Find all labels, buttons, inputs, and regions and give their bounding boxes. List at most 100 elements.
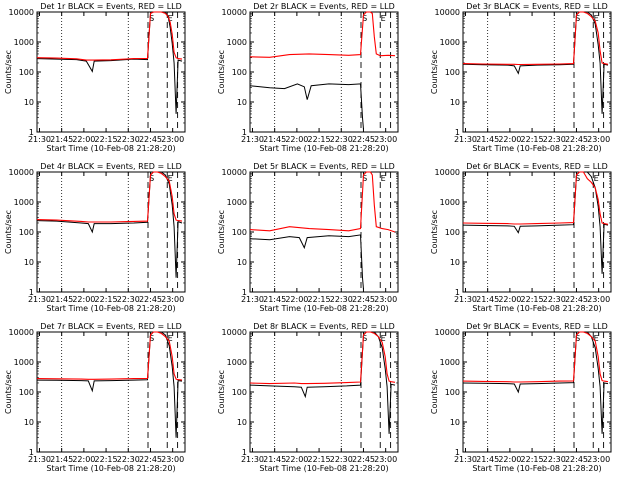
- detector-panel-6: Det 6r BLACK = Events, RED = LLD 1 10 100 10…: [430, 162, 612, 313]
- x-tick-label: 22:30: [117, 135, 140, 144]
- x-tick-label: 21:45: [476, 295, 499, 304]
- x-axis-label: Start Time (10-Feb-08 21:28:20): [259, 144, 388, 153]
- plot-frame: [462, 331, 612, 453]
- x-tick-label: 21:30: [28, 455, 51, 464]
- x-tick-label: 22:15: [95, 295, 118, 304]
- x-tick-label: 21:45: [263, 455, 286, 464]
- panel-title: Det 5r BLACK = Events, RED = LLD: [253, 162, 395, 171]
- start-marker: S: [149, 174, 154, 183]
- y-axis-label: Counts/sec: [217, 210, 226, 254]
- y-tick-label: 1: [455, 448, 460, 457]
- y-tick-label: 100: [445, 228, 460, 237]
- y-tick-label: 1: [455, 128, 460, 137]
- end-marker: E: [594, 174, 599, 183]
- events-series-line: [36, 331, 183, 438]
- y-tick-label: 10: [24, 418, 34, 427]
- x-tick-label: 23:00: [161, 295, 184, 304]
- y-tick-label: 10000: [435, 168, 460, 177]
- y-axis-label: Counts/sec: [430, 370, 439, 414]
- x-tick-label: 22:45: [139, 135, 162, 144]
- x-tick-label: 21:30: [454, 295, 477, 304]
- y-tick-label: 1: [29, 288, 34, 297]
- y-axis-label: Counts/sec: [4, 370, 13, 414]
- end-marker: E: [594, 334, 599, 343]
- lld-series-line: [462, 11, 609, 66]
- x-tick-label: 22:30: [543, 295, 566, 304]
- x-tick-label: 21:45: [50, 295, 73, 304]
- detector-panel-4: Det 4r BLACK = Events, RED = LLD 1 10 100 10…: [4, 162, 186, 313]
- y-tick-label: 1000: [227, 38, 247, 47]
- y-tick-label: 1000: [440, 38, 460, 47]
- y-tick-label: 10: [450, 418, 460, 427]
- start-marker: S: [575, 334, 580, 343]
- plot-frame: [462, 11, 612, 133]
- x-axis-label: Start Time (10-Feb-08 21:28:20): [46, 464, 175, 473]
- y-tick-label: 100: [19, 388, 34, 397]
- x-axis-label: Start Time (10-Feb-08 21:28:20): [472, 144, 601, 153]
- y-tick-label: 1: [455, 288, 460, 297]
- detector-panel-7: Det 7r BLACK = Events, RED = LLD 1 10 100 10…: [4, 322, 186, 473]
- y-tick-label: 100: [445, 388, 460, 397]
- end-marker: E: [381, 174, 386, 183]
- y-tick-label: 10000: [9, 328, 34, 337]
- panel-title: Det 2r BLACK = Events, RED = LLD: [253, 2, 395, 11]
- x-axis-label: Start Time (10-Feb-08 21:28:20): [259, 464, 388, 473]
- x-tick-label: 21:30: [454, 135, 477, 144]
- start-marker: S: [149, 334, 154, 343]
- panel-title: Det 4r BLACK = Events, RED = LLD: [40, 162, 182, 171]
- x-tick-label: 22:45: [139, 455, 162, 464]
- panel-title: Det 6r BLACK = Events, RED = LLD: [466, 162, 608, 171]
- x-tick-label: 23:00: [374, 295, 397, 304]
- x-tick-label: 22:30: [117, 295, 140, 304]
- x-tick-label: 22:00: [285, 295, 308, 304]
- end-marker: E: [168, 14, 173, 23]
- plot-frame: [36, 11, 186, 133]
- x-tick-label: 21:30: [28, 135, 51, 144]
- y-tick-label: 10: [237, 98, 247, 107]
- x-tick-label: 22:30: [543, 455, 566, 464]
- lld-series-line: [249, 11, 396, 58]
- x-tick-label: 21:45: [50, 455, 73, 464]
- x-tick-label: 21:45: [50, 135, 73, 144]
- y-tick-label: 1000: [227, 198, 247, 207]
- y-tick-label: 1: [242, 128, 247, 137]
- x-tick-label: 22:30: [117, 455, 140, 464]
- x-tick-label: 22:45: [565, 135, 588, 144]
- x-tick-label: 21:30: [241, 455, 264, 464]
- panel-title: Det 1r BLACK = Events, RED = LLD: [40, 2, 182, 11]
- x-tick-label: 21:30: [28, 295, 51, 304]
- x-tick-label: 22:00: [72, 295, 95, 304]
- detector-panel-9: Det 9r BLACK = Events, RED = LLD 1 10 100 10…: [430, 322, 612, 473]
- events-series-line: [36, 11, 183, 114]
- y-axis-label: Counts/sec: [4, 50, 13, 94]
- y-tick-label: 10000: [222, 8, 247, 17]
- end-marker: E: [381, 334, 386, 343]
- x-tick-label: 22:15: [521, 135, 544, 144]
- x-tick-label: 22:15: [95, 135, 118, 144]
- x-tick-label: 23:00: [161, 455, 184, 464]
- x-tick-label: 21:45: [476, 135, 499, 144]
- x-axis-label: Start Time (10-Feb-08 21:28:20): [46, 144, 175, 153]
- x-tick-label: 22:45: [352, 455, 375, 464]
- x-axis-label: Start Time (10-Feb-08 21:28:20): [259, 304, 388, 313]
- events-series-line: [249, 83, 364, 130]
- plot-frame: [249, 11, 399, 133]
- y-tick-label: 10: [24, 258, 34, 267]
- x-tick-label: 21:30: [454, 455, 477, 464]
- x-tick-label: 23:00: [374, 135, 397, 144]
- y-axis-label: Counts/sec: [4, 210, 13, 254]
- x-tick-label: 22:00: [498, 135, 521, 144]
- end-marker: E: [594, 14, 599, 23]
- x-axis-label: Start Time (10-Feb-08 21:28:20): [472, 304, 601, 313]
- x-tick-label: 22:15: [308, 295, 331, 304]
- x-tick-label: 21:30: [241, 135, 264, 144]
- x-tick-label: 21:45: [476, 455, 499, 464]
- start-marker: S: [575, 174, 580, 183]
- y-tick-label: 10: [237, 258, 247, 267]
- start-marker: S: [362, 14, 367, 23]
- lld-series-line: [462, 331, 609, 383]
- y-axis-label: Counts/sec: [217, 50, 226, 94]
- y-tick-label: 100: [232, 228, 247, 237]
- end-marker: E: [168, 174, 173, 183]
- y-tick-label: 1: [29, 448, 34, 457]
